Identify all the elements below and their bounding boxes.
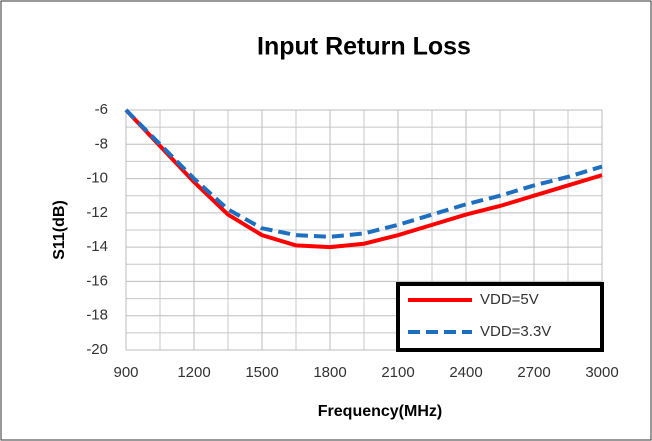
y-tick-label: -20 bbox=[86, 341, 108, 358]
legend: VDD=5V VDD=3.3V bbox=[396, 282, 604, 352]
y-tick-label: -6 bbox=[95, 101, 108, 118]
x-tick-label: 2100 bbox=[381, 364, 414, 381]
x-tick-label: 3000 bbox=[585, 364, 618, 381]
legend-label: VDD=5V bbox=[480, 291, 539, 308]
x-tick-label: 2400 bbox=[449, 364, 482, 381]
y-tick-label: -18 bbox=[86, 307, 108, 324]
x-axis-title: Frequency(MHz) bbox=[318, 403, 442, 420]
x-tick-label: 1200 bbox=[177, 364, 210, 381]
x-tick-label: 900 bbox=[113, 364, 138, 381]
x-tick-label: 1800 bbox=[313, 364, 346, 381]
y-tick-label: -8 bbox=[95, 135, 108, 152]
y-tick-label: -10 bbox=[86, 170, 108, 187]
plot-border bbox=[125, 109, 603, 351]
y-tick-label: -12 bbox=[86, 204, 108, 221]
legend-label: VDD=3.3V bbox=[480, 323, 551, 340]
legend-box bbox=[396, 282, 604, 352]
y-axis-title: S11(dB) bbox=[51, 200, 68, 260]
data-line bbox=[124, 108, 603, 250]
data-line bbox=[124, 108, 603, 239]
y-tick-label: -16 bbox=[86, 272, 108, 289]
x-tick-label: 1500 bbox=[245, 364, 278, 381]
y-tick-label: -14 bbox=[86, 238, 108, 255]
x-tick-label: 2700 bbox=[517, 364, 550, 381]
chart-title: Input Return Loss bbox=[257, 33, 471, 61]
